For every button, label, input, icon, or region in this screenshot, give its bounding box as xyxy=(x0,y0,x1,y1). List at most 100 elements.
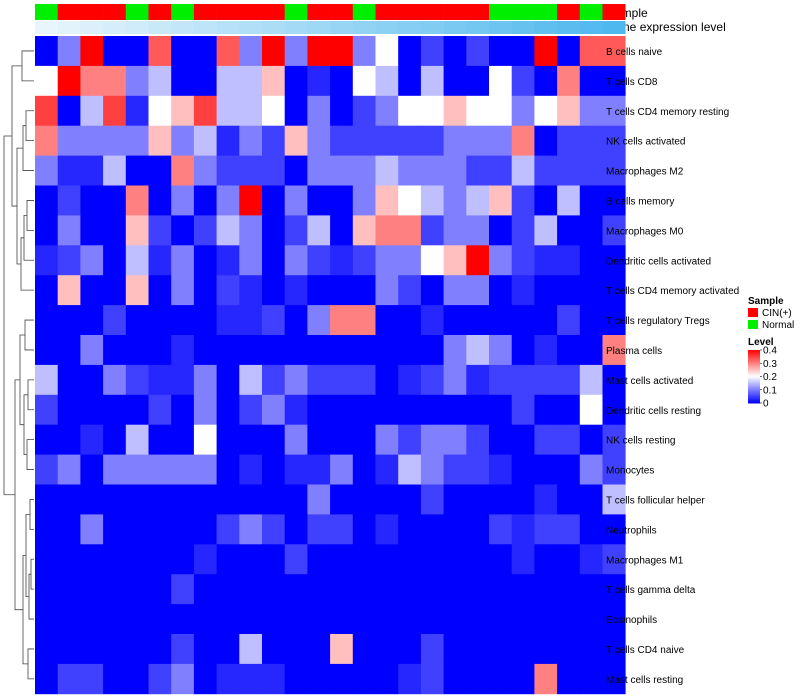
sample-annotation-cell xyxy=(330,4,354,20)
expression-annotation-cell xyxy=(103,21,127,34)
heatmap-cell xyxy=(35,574,59,605)
heatmap-cell xyxy=(330,185,354,216)
colorbar-segment xyxy=(748,363,760,366)
heatmap-cell xyxy=(239,663,263,695)
heatmap-cell xyxy=(557,394,581,426)
legend-level-ticks: 0.4 0.3 0.2 0.1 0 xyxy=(760,346,777,410)
heatmap-cell xyxy=(398,36,422,67)
heatmap-cell xyxy=(466,484,490,515)
dendrogram-branch xyxy=(29,499,34,530)
heatmap-cell xyxy=(284,125,308,156)
heatmap-cell xyxy=(420,95,444,127)
heatmap-cell xyxy=(443,36,467,67)
heatmap-cell xyxy=(511,604,535,635)
heatmap-cell xyxy=(103,364,127,396)
heatmap-cell xyxy=(148,663,172,695)
heatmap-cell xyxy=(171,305,195,336)
heatmap-cell xyxy=(262,36,286,67)
heatmap-cell xyxy=(375,155,399,186)
row-labels: B cells naive T cells CD8 T cells CD4 memo… xyxy=(606,47,739,686)
heatmap-cell xyxy=(193,454,217,485)
heatmap-cell xyxy=(466,574,490,605)
heatmap-cell xyxy=(307,215,331,246)
heatmap-cell xyxy=(262,125,286,156)
heatmap-cell xyxy=(420,215,444,246)
heatmap-cell xyxy=(171,125,195,156)
sample-annotation-cell xyxy=(148,4,172,20)
heatmap-cell xyxy=(330,335,354,366)
row-label: T cells CD4 naive xyxy=(606,645,685,656)
heatmap-cell xyxy=(239,364,263,396)
heatmap-cell xyxy=(239,65,263,97)
heatmap-cell xyxy=(284,95,308,127)
sample-annotation-cell xyxy=(489,4,512,20)
heatmap-cell xyxy=(216,514,240,545)
heatmap-cell xyxy=(80,36,104,67)
dendrogram-branch xyxy=(25,110,34,142)
colorbar-segment xyxy=(748,388,760,391)
heatmap-cell xyxy=(125,275,149,306)
heatmap-cell xyxy=(307,394,331,426)
heatmap-cell xyxy=(352,634,376,665)
heatmap-cell xyxy=(80,364,104,396)
sample-annotation-cell xyxy=(262,4,285,20)
heatmap-cell xyxy=(307,95,331,127)
heatmap-cell xyxy=(557,424,581,455)
heatmap-cell xyxy=(148,454,172,485)
heatmap-cell xyxy=(103,335,127,366)
heatmap-cell xyxy=(557,305,581,336)
heatmap-cell xyxy=(420,275,444,306)
heatmap-cell xyxy=(466,215,490,246)
heatmap-cell xyxy=(103,65,127,97)
heatmap-cell xyxy=(398,155,422,186)
legend-swatch-cin xyxy=(748,308,758,317)
heatmap-cell xyxy=(148,215,172,246)
dendrogram-branch xyxy=(26,439,34,470)
heatmap-cell xyxy=(352,36,376,67)
dendrogram-branch xyxy=(24,319,34,351)
legend-level-colorbar xyxy=(748,350,760,404)
heatmap-cell xyxy=(262,335,286,366)
heatmap-cell xyxy=(216,245,240,276)
heatmap-cell xyxy=(35,514,59,545)
heatmap-cell xyxy=(171,394,195,426)
level-tick-label: 0.1 xyxy=(763,385,777,396)
heatmap-cell xyxy=(511,663,535,695)
heatmap-cell xyxy=(307,36,331,67)
heatmap-cell xyxy=(80,215,104,246)
heatmap-cell xyxy=(330,275,354,306)
heatmap-cell xyxy=(284,305,308,336)
heatmap-cell xyxy=(579,604,603,635)
heatmap-cell xyxy=(262,604,286,635)
heatmap-cell xyxy=(511,364,535,396)
heatmap-cell xyxy=(443,215,467,246)
sample-annotation-cell xyxy=(193,4,217,20)
heatmap-cell xyxy=(307,65,331,97)
heatmap-cell xyxy=(579,65,603,97)
heatmap-cell xyxy=(148,305,172,336)
colorbar-segment xyxy=(748,385,760,388)
heatmap-cell xyxy=(148,185,172,216)
heatmap-cell xyxy=(420,424,444,455)
heatmap-cell xyxy=(466,514,490,545)
heatmap-cell xyxy=(35,305,59,336)
row-label: T cells follicular helper xyxy=(606,495,705,506)
heatmap-cell xyxy=(579,484,603,515)
heatmap-cell xyxy=(103,424,127,455)
heatmap-cell xyxy=(103,95,127,127)
heatmap-cell xyxy=(352,185,376,216)
heatmap-cell xyxy=(557,364,581,396)
heatmap-cell xyxy=(352,305,376,336)
heatmap-cell xyxy=(262,305,286,336)
level-tick-label: 0 xyxy=(763,399,769,410)
heatmap-cell xyxy=(80,305,104,336)
heatmap-cell xyxy=(443,155,467,186)
heatmap-cell xyxy=(35,604,59,635)
heatmap-cell xyxy=(398,65,422,97)
heatmap-cell xyxy=(148,634,172,665)
heatmap-cell xyxy=(375,275,399,306)
heatmap-cell xyxy=(534,275,558,306)
colorbar-segment xyxy=(748,392,760,395)
heatmap-cell xyxy=(262,364,286,396)
